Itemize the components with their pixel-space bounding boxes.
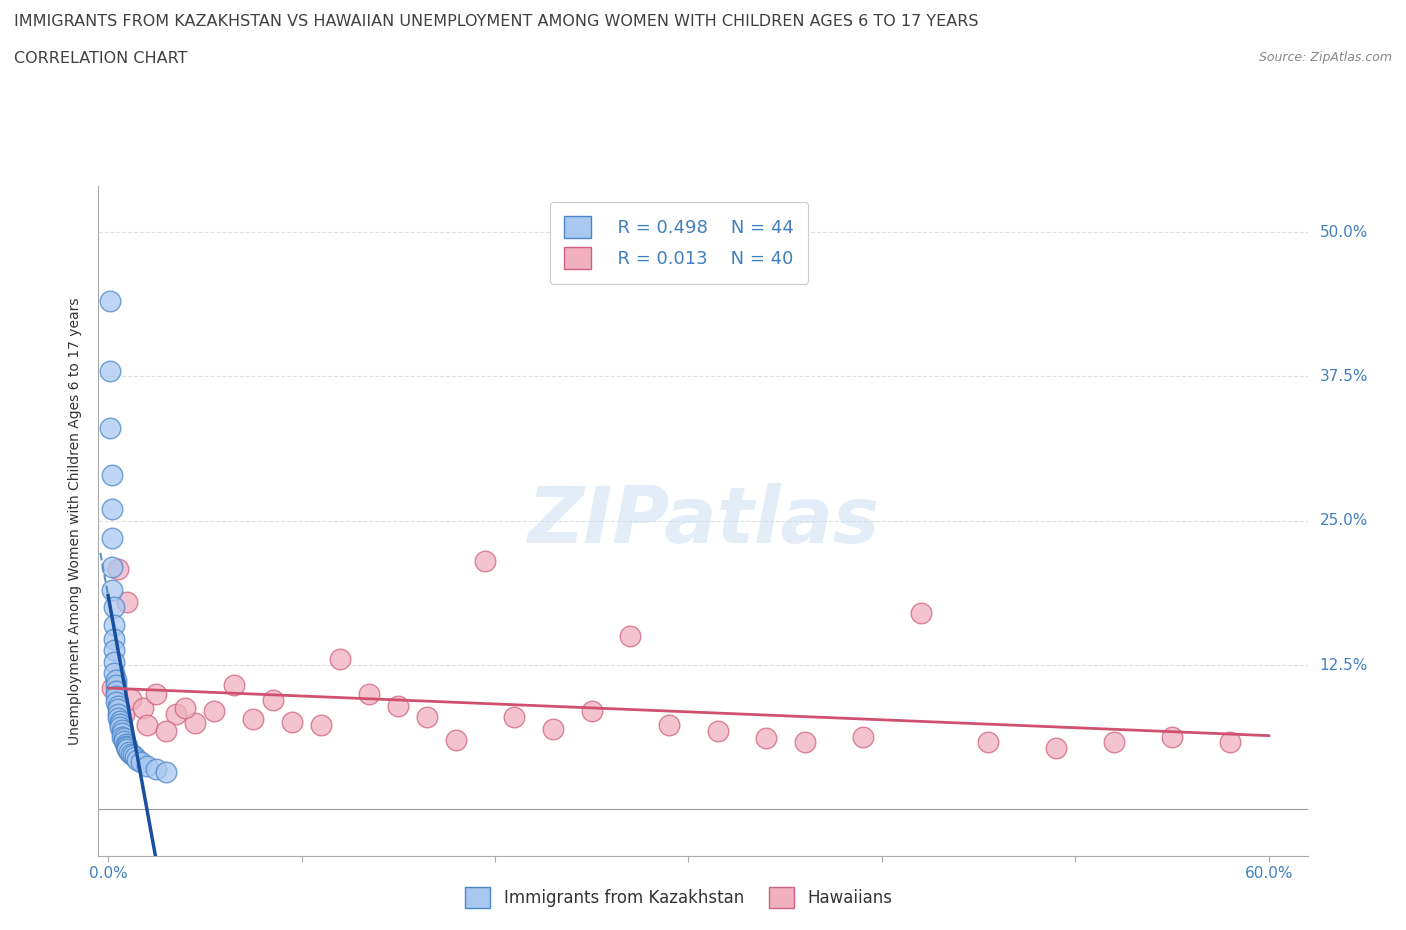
Text: CORRELATION CHART: CORRELATION CHART [14, 51, 187, 66]
Point [107, 706, 129, 721]
Text: 37.5%: 37.5% [1320, 369, 1368, 384]
Point [120, 691, 142, 706]
Point [112, 734, 135, 749]
Point [155, 765, 177, 780]
Y-axis label: Unemployment Among Women with Children Ages 6 to 17 years: Unemployment Among Women with Children A… [69, 297, 83, 745]
Point [114, 737, 136, 751]
Point [129, 754, 152, 769]
Point [107, 562, 129, 577]
Point [852, 729, 875, 744]
Point [658, 718, 681, 733]
Point [127, 752, 149, 767]
Text: ZIPatlas: ZIPatlas [527, 483, 879, 559]
Point [309, 718, 332, 733]
Point [112, 730, 135, 745]
Point [793, 735, 815, 750]
Point [117, 594, 139, 609]
Point [222, 677, 245, 692]
Point [132, 700, 155, 715]
Point [242, 712, 264, 727]
Point [104, 672, 127, 687]
Point [329, 652, 352, 667]
Point [104, 683, 127, 698]
Point [541, 721, 564, 736]
Point [103, 618, 125, 632]
Point [1219, 735, 1241, 750]
Point [98, 294, 121, 309]
Point [101, 681, 124, 696]
Point [122, 748, 145, 763]
Point [446, 733, 468, 748]
Point [184, 715, 207, 730]
Point [281, 714, 304, 729]
Point [103, 654, 125, 669]
Point [108, 713, 131, 728]
Point [977, 735, 1000, 750]
Point [1045, 741, 1067, 756]
Point [98, 364, 121, 379]
Point [174, 700, 197, 715]
Point [104, 689, 127, 704]
Point [103, 600, 125, 615]
Point [204, 704, 226, 719]
Point [755, 730, 778, 745]
Point [101, 560, 124, 575]
Point [706, 724, 728, 738]
Point [107, 698, 129, 713]
Point [118, 744, 141, 759]
Point [117, 742, 139, 757]
Point [145, 686, 167, 701]
Point [101, 582, 124, 597]
Legend: Immigrants from Kazakhstan, Hawaiians: Immigrants from Kazakhstan, Hawaiians [458, 881, 898, 914]
Point [135, 758, 157, 773]
Point [104, 695, 127, 710]
Point [98, 421, 121, 436]
Text: IMMIGRANTS FROM KAZAKHSTAN VS HAWAIIAN UNEMPLOYMENT AMONG WOMEN WITH CHILDREN AG: IMMIGRANTS FROM KAZAKHSTAN VS HAWAIIAN U… [14, 14, 979, 29]
Point [387, 698, 409, 713]
Point [416, 710, 439, 724]
Point [503, 710, 526, 724]
Point [262, 692, 284, 707]
Point [103, 666, 125, 681]
Point [124, 750, 146, 764]
Point [117, 739, 139, 754]
Point [101, 531, 124, 546]
Point [155, 724, 177, 738]
Point [359, 686, 381, 701]
Point [103, 631, 125, 646]
Point [1102, 735, 1125, 750]
Point [108, 716, 131, 731]
Text: 25.0%: 25.0% [1320, 513, 1368, 528]
Point [910, 605, 932, 620]
Point [111, 723, 134, 737]
Point [135, 718, 157, 733]
Point [101, 502, 124, 517]
Point [619, 629, 641, 644]
Point [474, 553, 496, 568]
Point [107, 695, 129, 710]
Point [107, 711, 129, 725]
Text: 12.5%: 12.5% [1320, 658, 1368, 672]
Point [104, 677, 127, 692]
Text: Source: ZipAtlas.com: Source: ZipAtlas.com [1258, 51, 1392, 64]
Point [111, 729, 134, 744]
Point [114, 738, 136, 753]
Point [581, 704, 603, 719]
Point [145, 762, 167, 777]
Point [103, 643, 125, 658]
Point [111, 725, 134, 740]
Point [101, 467, 124, 482]
Point [165, 706, 187, 721]
Point [107, 701, 129, 716]
Point [1161, 729, 1184, 744]
Point [112, 706, 135, 721]
Point [108, 720, 131, 735]
Point [120, 747, 142, 762]
Text: 50.0%: 50.0% [1320, 225, 1368, 240]
